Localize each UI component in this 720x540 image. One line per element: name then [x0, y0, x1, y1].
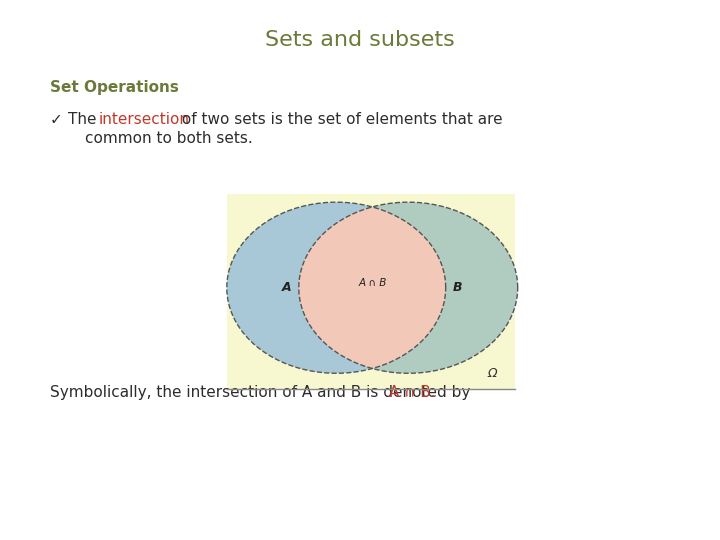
Text: of two sets is the set of elements that are: of two sets is the set of elements that …: [177, 112, 503, 127]
Text: common to both sets.: common to both sets.: [85, 131, 253, 146]
Text: B: B: [453, 281, 462, 294]
Text: ✓: ✓: [50, 112, 63, 127]
Text: A: A: [282, 281, 292, 294]
Text: A ∩ B: A ∩ B: [358, 279, 387, 288]
Text: Symbolically, the intersection of A and B is denoted by: Symbolically, the intersection of A and …: [50, 385, 475, 400]
Polygon shape: [299, 202, 518, 373]
Text: Sets and subsets: Sets and subsets: [265, 30, 455, 50]
Text: Set Operations: Set Operations: [50, 80, 179, 95]
Polygon shape: [299, 207, 446, 368]
Text: intersection: intersection: [99, 112, 190, 127]
Text: Ω: Ω: [487, 367, 497, 380]
Text: The: The: [68, 112, 102, 127]
Polygon shape: [227, 202, 446, 373]
Bar: [227, 194, 515, 389]
Text: A ∩ B.: A ∩ B.: [389, 385, 436, 400]
